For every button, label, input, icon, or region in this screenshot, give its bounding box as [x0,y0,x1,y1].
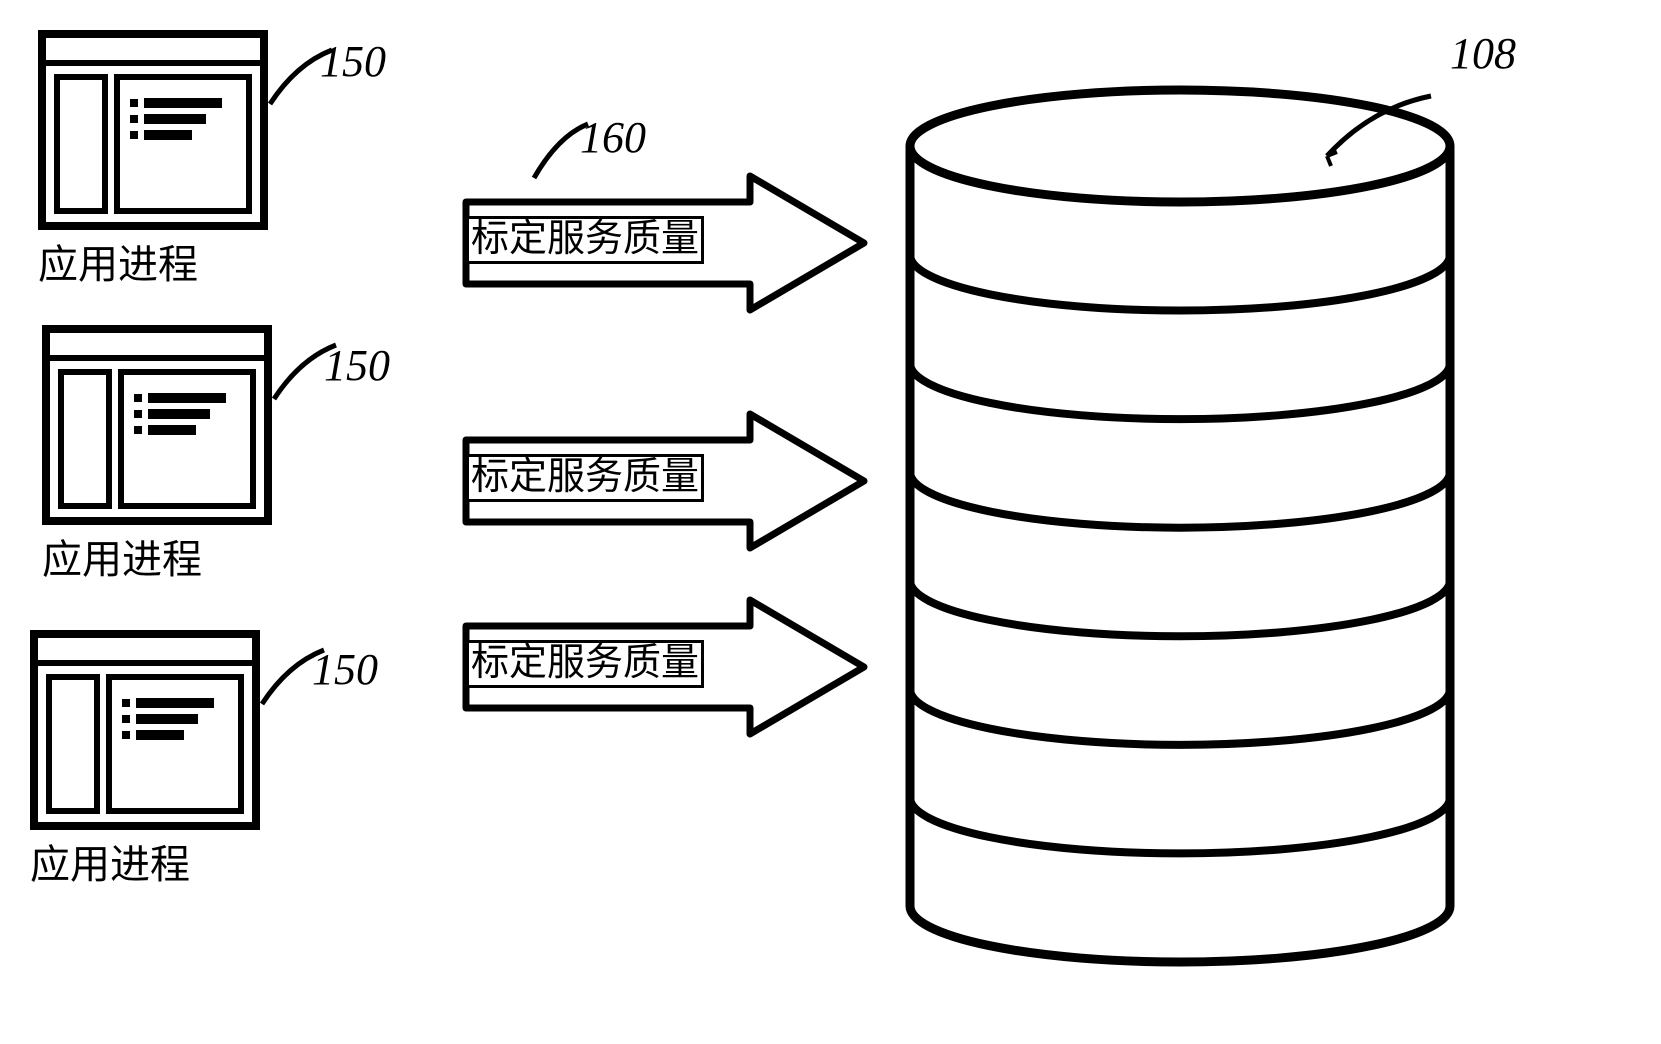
app-titlebar [38,638,252,666]
app-body [50,361,264,517]
app-sidebar [54,74,108,214]
arrow-label: 标定服务质量 [466,640,704,688]
app-content-line [122,714,228,724]
app-content-line [130,130,236,140]
qos-arrow: 标定服务质量 [460,592,870,742]
app-window-icon [38,30,268,230]
app-body [38,666,252,822]
app-content [118,369,256,509]
reference-number: 108 [1450,28,1516,79]
app-process-label: 应用进程 [38,232,268,290]
reference-leader [266,44,346,124]
app-process-block: 应用进程 [42,325,272,585]
app-content-line [122,730,228,740]
reference-leader [1321,90,1441,170]
app-titlebar [50,333,264,361]
reference-leader [530,118,600,188]
app-content [114,74,252,214]
arrow-label: 标定服务质量 [466,454,704,502]
app-titlebar [46,38,260,66]
app-content-line [130,114,236,124]
app-process-label: 应用进程 [30,832,260,890]
qos-arrow: 标定服务质量 [460,168,870,318]
app-sidebar [46,674,100,814]
reference-leader [270,339,350,419]
reference-leader [258,644,338,724]
app-window-icon [42,325,272,525]
app-content-line [122,698,228,708]
app-content-line [130,98,236,108]
qos-arrow: 标定服务质量 [460,406,870,556]
app-body [46,66,260,222]
app-sidebar [58,369,112,509]
app-process-label: 应用进程 [42,527,272,585]
app-content-line [134,425,240,435]
app-process-block: 应用进程 [38,30,268,290]
app-window-icon [30,630,260,830]
app-process-block: 应用进程 [30,630,260,890]
qos-diagram: 应用进程 150 应用进程 150 [20,20,1641,1024]
storage-cylinder-icon [900,80,1460,972]
arrow-label: 标定服务质量 [466,216,704,264]
app-content-line [134,409,240,419]
app-content-line [134,393,240,403]
app-content [106,674,244,814]
